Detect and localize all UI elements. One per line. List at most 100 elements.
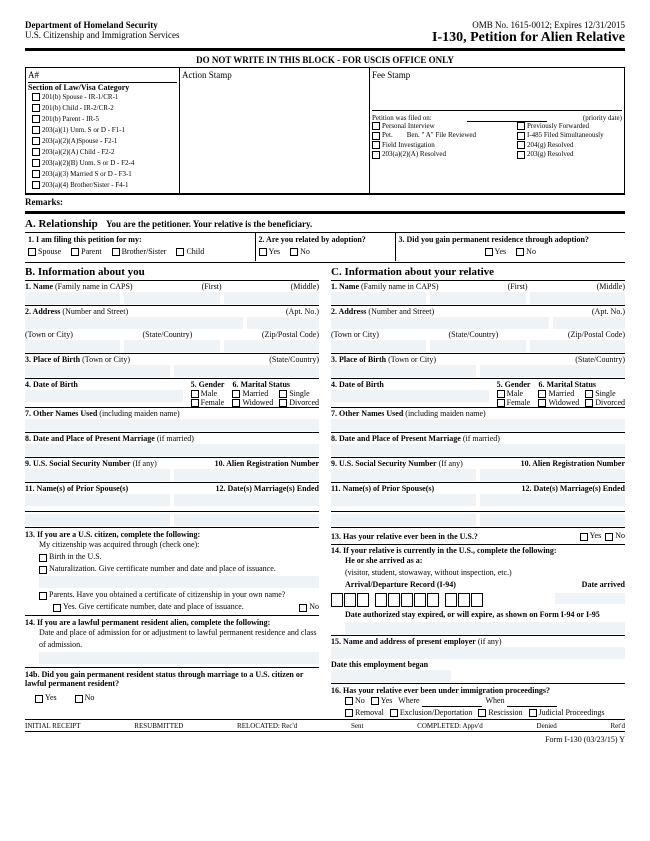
cat-check-7[interactable] bbox=[32, 170, 40, 178]
c-other-names[interactable] bbox=[331, 419, 625, 431]
b-ended-1[interactable] bbox=[174, 494, 319, 506]
i94-6[interactable] bbox=[401, 593, 413, 607]
c-single[interactable] bbox=[585, 390, 593, 398]
fee-check-l2[interactable] bbox=[372, 141, 380, 149]
fee-check-l3[interactable] bbox=[372, 151, 380, 159]
c16-removal[interactable] bbox=[345, 709, 353, 717]
fee-check-r3[interactable] bbox=[517, 151, 525, 159]
b13-nat[interactable] bbox=[39, 566, 47, 574]
b-pob-city[interactable] bbox=[25, 365, 170, 377]
i94-2[interactable] bbox=[344, 593, 356, 607]
cat-check-3[interactable] bbox=[32, 126, 40, 134]
b-addr-street[interactable] bbox=[25, 317, 243, 329]
b-female[interactable] bbox=[191, 399, 199, 407]
fee-check-l1a[interactable] bbox=[372, 132, 380, 140]
b-alien[interactable] bbox=[174, 469, 319, 481]
b-addr-state[interactable] bbox=[124, 340, 219, 352]
i94-7[interactable] bbox=[414, 593, 426, 607]
b-ssn[interactable] bbox=[25, 469, 170, 481]
cat-check-8[interactable] bbox=[32, 181, 40, 189]
c-dob[interactable] bbox=[331, 390, 489, 402]
i94-11[interactable] bbox=[471, 593, 483, 607]
c-pob-city[interactable] bbox=[331, 365, 476, 377]
c-addr-zip[interactable] bbox=[530, 340, 625, 352]
b-widowed[interactable] bbox=[232, 399, 240, 407]
b13-birth[interactable] bbox=[39, 554, 47, 562]
b13-parents[interactable] bbox=[39, 592, 47, 600]
i94-8[interactable] bbox=[427, 593, 439, 607]
b14b-no[interactable] bbox=[75, 695, 83, 703]
c16-jud[interactable] bbox=[529, 709, 537, 717]
b-addr-city[interactable] bbox=[25, 340, 120, 352]
cat-check-5[interactable] bbox=[32, 148, 40, 156]
fee-check-l0[interactable] bbox=[372, 122, 380, 130]
i94-4[interactable] bbox=[375, 593, 387, 607]
b-married[interactable] bbox=[232, 390, 240, 398]
c-addr-state[interactable] bbox=[430, 340, 525, 352]
q3-yes[interactable] bbox=[485, 248, 493, 256]
c-female[interactable] bbox=[497, 399, 505, 407]
b-name-first[interactable] bbox=[124, 292, 219, 304]
i94-5[interactable] bbox=[388, 593, 400, 607]
q3-no[interactable] bbox=[516, 248, 524, 256]
c16-no[interactable] bbox=[345, 697, 353, 705]
c15-employer[interactable] bbox=[331, 647, 625, 659]
fee-check-r0[interactable] bbox=[517, 122, 525, 130]
c-prior-1[interactable] bbox=[331, 494, 476, 506]
q2-yes[interactable] bbox=[259, 248, 267, 256]
cat-check-0[interactable] bbox=[32, 93, 40, 101]
c-addr-city[interactable] bbox=[331, 340, 426, 352]
i94-10[interactable] bbox=[458, 593, 470, 607]
c-prior-2[interactable] bbox=[331, 514, 476, 526]
b-other-names[interactable] bbox=[25, 419, 319, 431]
fee-check-r1[interactable] bbox=[517, 132, 525, 140]
c13-no[interactable] bbox=[605, 533, 613, 541]
b13-yescert[interactable] bbox=[53, 604, 61, 612]
b-name-middle[interactable] bbox=[224, 292, 319, 304]
b-marriage[interactable] bbox=[25, 444, 319, 456]
b-dob[interactable] bbox=[25, 390, 183, 402]
b13-no[interactable] bbox=[299, 604, 307, 612]
c-addr-apt[interactable] bbox=[553, 317, 626, 329]
c16-yes[interactable] bbox=[371, 697, 379, 705]
c-divorced[interactable] bbox=[585, 399, 593, 407]
c16-resc[interactable] bbox=[478, 709, 486, 717]
i94-1[interactable] bbox=[331, 593, 343, 607]
c-married[interactable] bbox=[538, 390, 546, 398]
cat-check-4[interactable] bbox=[32, 137, 40, 145]
c-name-last[interactable] bbox=[331, 292, 426, 304]
b-divorced[interactable] bbox=[279, 399, 287, 407]
b-prior-2[interactable] bbox=[25, 514, 170, 526]
c-name-middle[interactable] bbox=[530, 292, 625, 304]
b14-input[interactable] bbox=[39, 652, 319, 664]
c-ssn[interactable] bbox=[331, 469, 476, 481]
child-check[interactable] bbox=[176, 248, 184, 256]
cat-check-2[interactable] bbox=[32, 115, 40, 123]
c14-date-arrived[interactable] bbox=[555, 593, 625, 604]
b-name-last[interactable] bbox=[25, 292, 120, 304]
b-male[interactable] bbox=[191, 390, 199, 398]
fee-check-r2[interactable] bbox=[517, 141, 525, 149]
cat-check-6[interactable] bbox=[32, 159, 40, 167]
b-addr-zip[interactable] bbox=[224, 340, 319, 352]
c-marriage[interactable] bbox=[331, 444, 625, 456]
i94-3[interactable] bbox=[357, 593, 369, 607]
b14b-yes[interactable] bbox=[35, 695, 43, 703]
parent-check[interactable] bbox=[71, 248, 79, 256]
b-prior-1[interactable] bbox=[25, 494, 170, 506]
spouse-check[interactable] bbox=[28, 248, 36, 256]
c13-yes[interactable] bbox=[580, 533, 588, 541]
c-widowed[interactable] bbox=[538, 399, 546, 407]
b13-nat-input[interactable] bbox=[39, 576, 319, 588]
b-ended-2[interactable] bbox=[174, 514, 319, 526]
brother-check[interactable] bbox=[112, 248, 120, 256]
c-male[interactable] bbox=[497, 390, 505, 398]
c-name-first[interactable] bbox=[430, 292, 525, 304]
cat-check-1[interactable] bbox=[32, 104, 40, 112]
c15-began[interactable] bbox=[331, 670, 451, 682]
q2-no[interactable] bbox=[290, 248, 298, 256]
c-pob-state[interactable] bbox=[480, 365, 625, 377]
c-alien[interactable] bbox=[480, 469, 625, 481]
i94-9[interactable] bbox=[445, 593, 457, 607]
c16-excl[interactable] bbox=[390, 709, 398, 717]
